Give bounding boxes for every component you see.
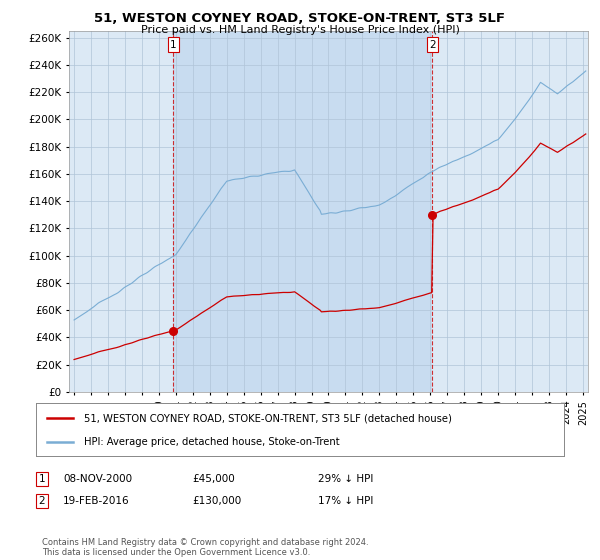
Text: £130,000: £130,000 [192,496,241,506]
Text: 19-FEB-2016: 19-FEB-2016 [63,496,130,506]
Text: HPI: Average price, detached house, Stoke-on-Trent: HPI: Average price, detached house, Stok… [83,436,339,446]
Text: 2: 2 [38,496,46,506]
Text: 51, WESTON COYNEY ROAD, STOKE-ON-TRENT, ST3 5LF: 51, WESTON COYNEY ROAD, STOKE-ON-TRENT, … [95,12,505,25]
Text: 17% ↓ HPI: 17% ↓ HPI [318,496,373,506]
Text: 2: 2 [429,40,436,50]
Text: 08-NOV-2000: 08-NOV-2000 [63,474,132,484]
Text: 1: 1 [38,474,46,484]
Text: Price paid vs. HM Land Registry's House Price Index (HPI): Price paid vs. HM Land Registry's House … [140,25,460,35]
Text: Contains HM Land Registry data © Crown copyright and database right 2024.
This d: Contains HM Land Registry data © Crown c… [42,538,368,557]
Text: 51, WESTON COYNEY ROAD, STOKE-ON-TRENT, ST3 5LF (detached house): 51, WESTON COYNEY ROAD, STOKE-ON-TRENT, … [83,413,451,423]
Bar [173,31,433,392]
Text: £45,000: £45,000 [192,474,235,484]
Text: 29% ↓ HPI: 29% ↓ HPI [318,474,373,484]
Text: 1: 1 [170,40,177,50]
